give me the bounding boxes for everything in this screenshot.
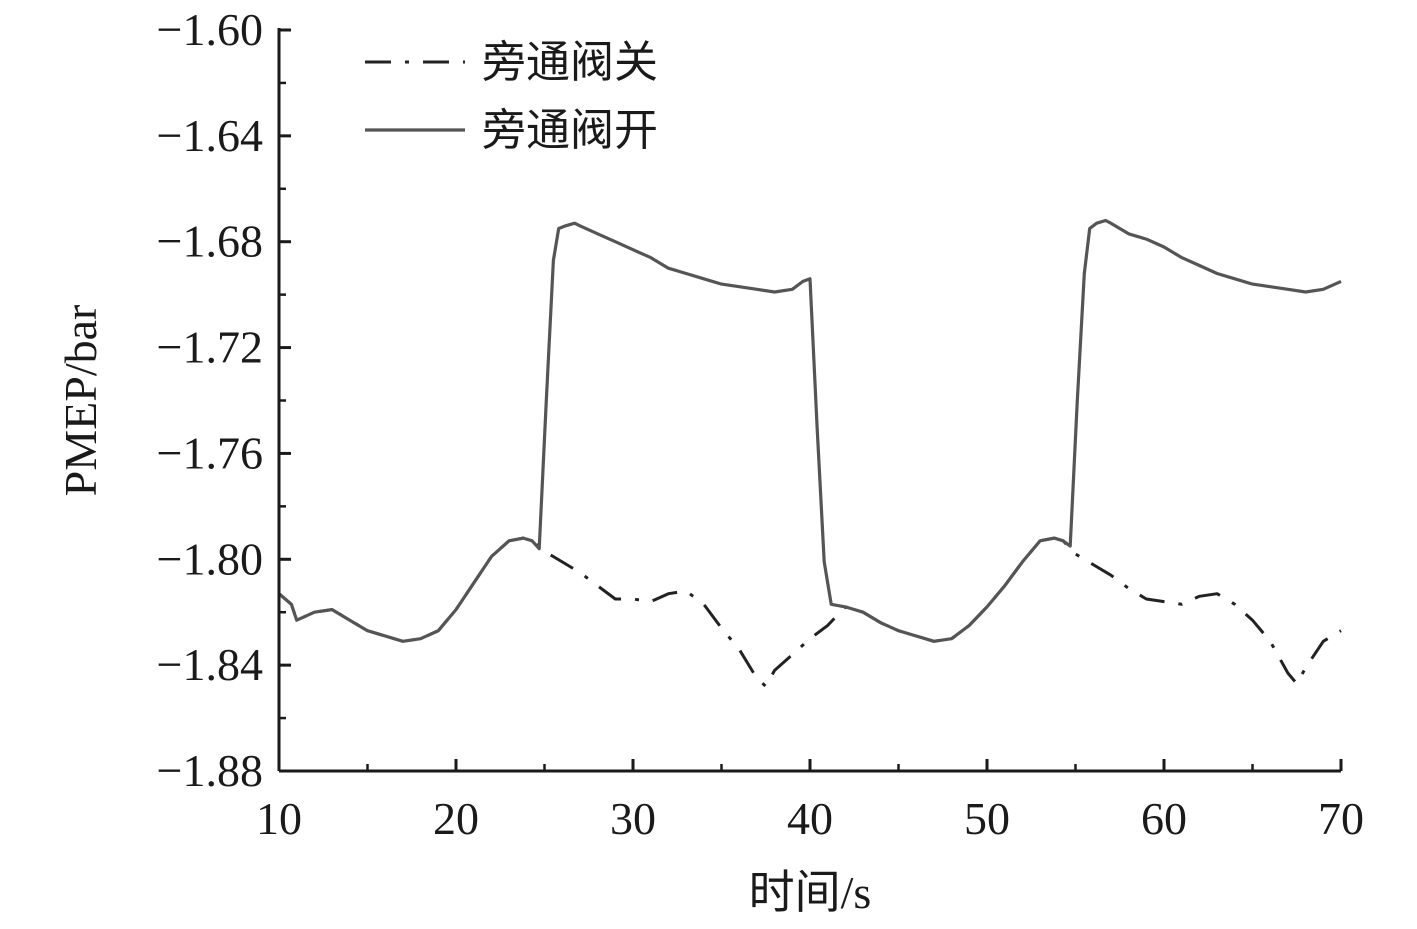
y-tick-label: −1.60 — [157, 4, 263, 55]
legend-label-1: 旁通阀开 — [482, 105, 658, 156]
y-tick-label: −1.80 — [157, 533, 263, 584]
series-line-0 — [278, 536, 1342, 688]
x-tick-label: 50 — [964, 793, 1010, 844]
y-tick-label: −1.64 — [157, 110, 263, 161]
axes: −1.60 −1.64 −1.68 −1.72 −1.76 −1.80 −1.84 −1.88… — [55, 4, 1364, 918]
y-tick-label: −1.68 — [157, 216, 263, 267]
x-tick-label: 60 — [1141, 793, 1187, 844]
plot-area — [277, 218, 1342, 688]
y-tick-label: −1.72 — [157, 322, 263, 373]
legend-label-0: 旁通阀关 — [482, 37, 658, 88]
x-tick-label: 40 — [787, 793, 833, 844]
y-tick-label: −1.76 — [157, 427, 263, 478]
y-tick-label: −1.88 — [157, 745, 263, 796]
series-line-1 — [277, 218, 1342, 643]
x-axis-title: 时间/s — [749, 867, 872, 918]
x-tick-label: 30 — [610, 793, 656, 844]
x-tick-label: 20 — [433, 793, 479, 844]
x-tick-label: 70 — [1318, 793, 1364, 844]
x-tick-label: 10 — [256, 793, 302, 844]
y-tick-label: −1.84 — [157, 639, 263, 690]
y-axis-title: PMEP/bar — [55, 305, 106, 497]
